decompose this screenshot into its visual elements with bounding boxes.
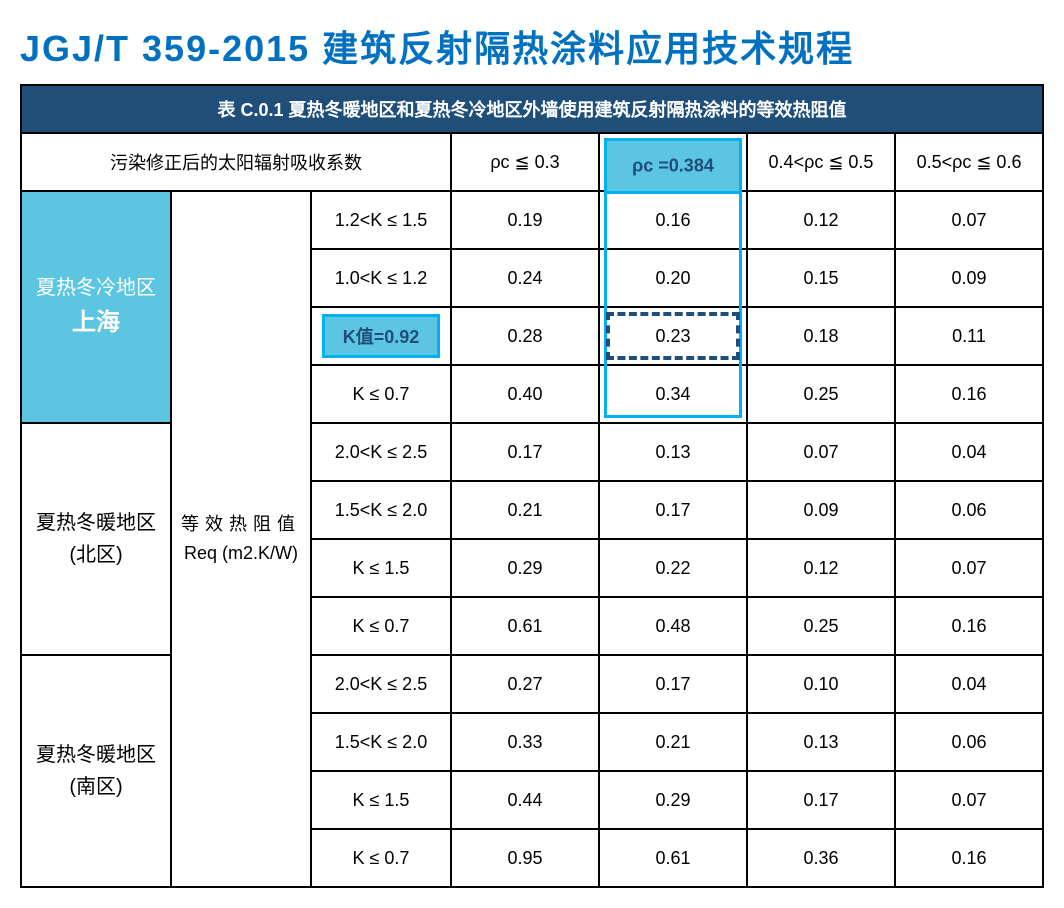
req-label-cell: 等效热阻值Req (m2.K/W)	[171, 191, 311, 887]
value-cell: 0.20	[599, 249, 747, 307]
k-range-cell: K ≤ 0.7	[311, 365, 451, 423]
value-cell: 0.13	[747, 713, 895, 771]
k-range-cell: 1.5<K ≤ 2.0	[311, 713, 451, 771]
value-cell: 0.12	[747, 539, 895, 597]
value-cell: 0.12	[747, 191, 895, 249]
header-col-3: 0.5<ρc ≦ 0.6	[895, 133, 1043, 191]
value-cell: 0.17	[599, 655, 747, 713]
value-cell: 0.23	[599, 307, 747, 365]
value-cell: 0.16	[895, 365, 1043, 423]
k-range-cell: K ≤ 0.7	[311, 829, 451, 887]
value-cell: 0.29	[599, 771, 747, 829]
header-col-0: ρc ≦ 0.3	[451, 133, 599, 191]
region-cell: 夏热冬冷地区上海	[21, 191, 171, 423]
value-cell: 0.95	[451, 829, 599, 887]
value-cell: 0.34	[599, 365, 747, 423]
value-cell: 0.17	[451, 423, 599, 481]
k-range-cell: 2.0<K ≤ 2.5	[311, 423, 451, 481]
region-cell: 夏热冬暖地区(南区)	[21, 655, 171, 887]
value-cell: 0.48	[599, 597, 747, 655]
value-cell: 0.04	[895, 423, 1043, 481]
value-cell: 0.19	[451, 191, 599, 249]
value-cell: 0.09	[895, 249, 1043, 307]
header-left: 污染修正后的太阳辐射吸收系数	[21, 133, 451, 191]
value-cell: 0.22	[599, 539, 747, 597]
header-col-2: 0.4<ρc ≦ 0.5	[747, 133, 895, 191]
k-range-cell: 0.7K值=0.92	[311, 307, 451, 365]
header-col-1: 0.3<ρc ≦ 0.4 ρc =0.384	[599, 133, 747, 191]
region-cell: 夏热冬暖地区(北区)	[21, 423, 171, 655]
value-cell: 0.11	[895, 307, 1043, 365]
value-cell: 0.07	[895, 191, 1043, 249]
table-caption: 表 C.0.1 夏热冬暖地区和夏热冬冷地区外墙使用建筑反射隔热涂料的等效热阻值	[21, 85, 1043, 133]
value-cell: 0.16	[599, 191, 747, 249]
k-range-cell: K ≤ 0.7	[311, 597, 451, 655]
value-cell: 0.61	[451, 597, 599, 655]
value-cell: 0.07	[747, 423, 895, 481]
document-title: JGJ/T 359-2015 建筑反射隔热涂料应用技术规程	[20, 20, 1044, 72]
value-cell: 0.16	[895, 597, 1043, 655]
value-cell: 0.04	[895, 655, 1043, 713]
k-range-cell: 1.2<K ≤ 1.5	[311, 191, 451, 249]
k-range-cell: 2.0<K ≤ 2.5	[311, 655, 451, 713]
value-cell: 0.16	[895, 829, 1043, 887]
value-cell: 0.28	[451, 307, 599, 365]
value-cell: 0.07	[895, 771, 1043, 829]
value-cell: 0.44	[451, 771, 599, 829]
value-cell: 0.27	[451, 655, 599, 713]
value-cell: 0.06	[895, 713, 1043, 771]
k-range-cell: 1.0<K ≤ 1.2	[311, 249, 451, 307]
value-cell: 0.06	[895, 481, 1043, 539]
value-cell: 0.17	[599, 481, 747, 539]
value-cell: 0.40	[451, 365, 599, 423]
value-cell: 0.61	[599, 829, 747, 887]
value-cell: 0.36	[747, 829, 895, 887]
k-range-cell: K ≤ 1.5	[311, 771, 451, 829]
value-cell: 0.25	[747, 597, 895, 655]
value-cell: 0.10	[747, 655, 895, 713]
value-cell: 0.25	[747, 365, 895, 423]
value-cell: 0.33	[451, 713, 599, 771]
value-cell: 0.21	[451, 481, 599, 539]
k-range-cell: K ≤ 1.5	[311, 539, 451, 597]
thermal-resistance-table: 表 C.0.1 夏热冬暖地区和夏热冬冷地区外墙使用建筑反射隔热涂料的等效热阻值 …	[20, 84, 1044, 888]
value-cell: 0.13	[599, 423, 747, 481]
value-cell: 0.07	[895, 539, 1043, 597]
value-cell: 0.17	[747, 771, 895, 829]
value-cell: 0.21	[599, 713, 747, 771]
k-range-cell: 1.5<K ≤ 2.0	[311, 481, 451, 539]
value-cell: 0.24	[451, 249, 599, 307]
value-cell: 0.15	[747, 249, 895, 307]
value-cell: 0.09	[747, 481, 895, 539]
value-cell: 0.18	[747, 307, 895, 365]
value-cell: 0.29	[451, 539, 599, 597]
